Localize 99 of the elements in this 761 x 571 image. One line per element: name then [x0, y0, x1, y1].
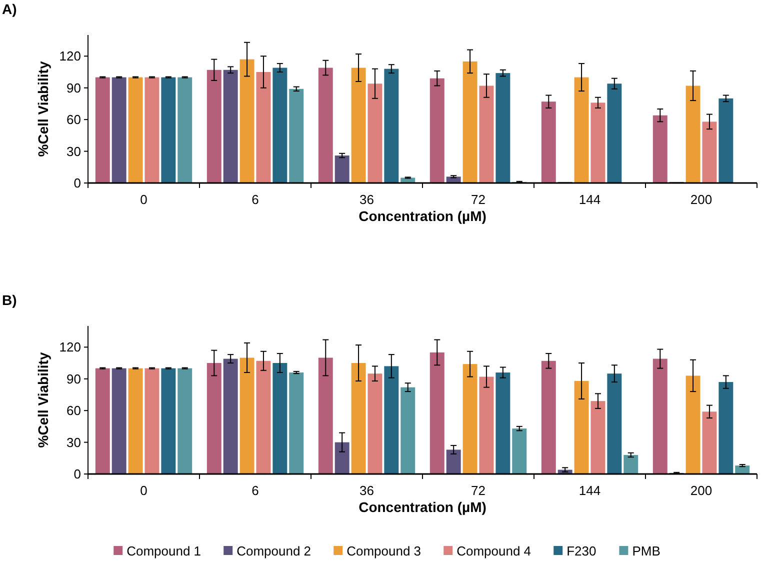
bar	[272, 68, 288, 183]
x-tick-label: 6	[252, 192, 259, 207]
bar	[400, 387, 416, 474]
bar	[574, 77, 589, 183]
bar	[289, 88, 304, 183]
y-tick-label: 30	[66, 434, 81, 450]
bar	[95, 77, 110, 183]
y-axis-title: %Cell Viability	[35, 61, 51, 157]
bar	[206, 363, 222, 474]
bar	[479, 86, 494, 183]
bar	[512, 428, 527, 474]
y-axis-title: %Cell Viability	[35, 352, 51, 448]
bar	[607, 374, 622, 474]
bar	[479, 376, 494, 474]
legend-label: Compound 3	[346, 544, 422, 559]
x-tick-label: 36	[360, 483, 374, 498]
bar	[607, 84, 622, 183]
y-tick-label: 60	[66, 112, 81, 128]
x-tick-label: 144	[578, 483, 601, 498]
bar	[223, 358, 238, 474]
x-tick-label: 6	[252, 483, 259, 498]
bar	[334, 442, 350, 474]
y-tick-label: 0	[74, 466, 81, 482]
bar	[430, 352, 444, 474]
bar	[144, 368, 160, 474]
bar	[128, 368, 143, 474]
x-tick-label: 0	[140, 192, 148, 207]
bar	[652, 358, 668, 474]
x-tick-label: 200	[690, 483, 712, 498]
bar	[240, 59, 254, 183]
bar	[446, 450, 461, 474]
bar	[223, 70, 238, 183]
bar	[702, 412, 717, 474]
bar	[368, 374, 382, 474]
legend-label: F230	[566, 544, 596, 559]
y-tick-label: 0	[74, 176, 81, 191]
bar	[574, 380, 589, 474]
bar	[256, 72, 271, 183]
x-axis-title: Concentration (µM)	[358, 208, 486, 224]
bar	[334, 156, 350, 183]
bar	[178, 77, 192, 183]
y-tick-label: 30	[66, 144, 81, 159]
bar	[206, 70, 222, 183]
bar	[95, 368, 110, 474]
bar	[446, 176, 461, 183]
x-tick-label: 36	[360, 192, 374, 207]
bar	[351, 68, 366, 183]
bar	[702, 122, 717, 183]
chart-title: A)	[2, 1, 17, 17]
x-tick-label: 144	[578, 192, 601, 207]
bar	[144, 77, 160, 183]
bar	[400, 178, 416, 183]
x-tick-label: 72	[471, 192, 486, 207]
bar	[590, 102, 606, 183]
bar	[272, 363, 288, 474]
bar	[735, 466, 750, 474]
bar	[318, 68, 333, 183]
bar	[462, 61, 478, 183]
bar	[240, 358, 254, 474]
bar	[430, 78, 444, 183]
bar	[541, 102, 556, 183]
legend-label: Compound 1	[126, 544, 202, 559]
bar	[541, 360, 556, 474]
y-tick-label: 120	[59, 340, 81, 355]
chart-title: B)	[2, 292, 17, 308]
bar	[112, 368, 126, 474]
bar	[718, 98, 734, 183]
bar	[178, 368, 192, 474]
bar	[686, 376, 700, 474]
bar	[462, 364, 478, 474]
y-tick-label: 60	[66, 403, 81, 418]
bar	[590, 401, 606, 474]
legend-label: PMB	[632, 544, 660, 559]
y-tick-label: 90	[66, 371, 81, 386]
bar	[718, 382, 734, 474]
bar	[351, 363, 366, 474]
bar	[318, 358, 333, 474]
bar	[161, 368, 176, 474]
bar	[112, 77, 126, 183]
bar	[384, 366, 399, 474]
x-tick-label: 72	[471, 483, 486, 498]
y-tick-label: 120	[59, 48, 81, 64]
y-tick-label: 90	[66, 80, 81, 96]
bar	[161, 77, 176, 183]
bar	[624, 454, 638, 474]
legend-label: Compound 2	[236, 544, 312, 559]
bar	[289, 372, 304, 474]
bar	[496, 73, 510, 183]
bar	[686, 86, 700, 183]
bar	[384, 68, 399, 183]
bar	[368, 84, 382, 183]
x-tick-label: 0	[140, 483, 148, 498]
bar	[496, 372, 510, 474]
legend-label: Compound 4	[456, 544, 532, 559]
bar	[128, 77, 143, 183]
bar	[256, 360, 271, 474]
x-axis-title: Concentration (µM)	[358, 499, 486, 515]
bar	[652, 115, 668, 183]
x-tick-label: 200	[690, 192, 712, 207]
